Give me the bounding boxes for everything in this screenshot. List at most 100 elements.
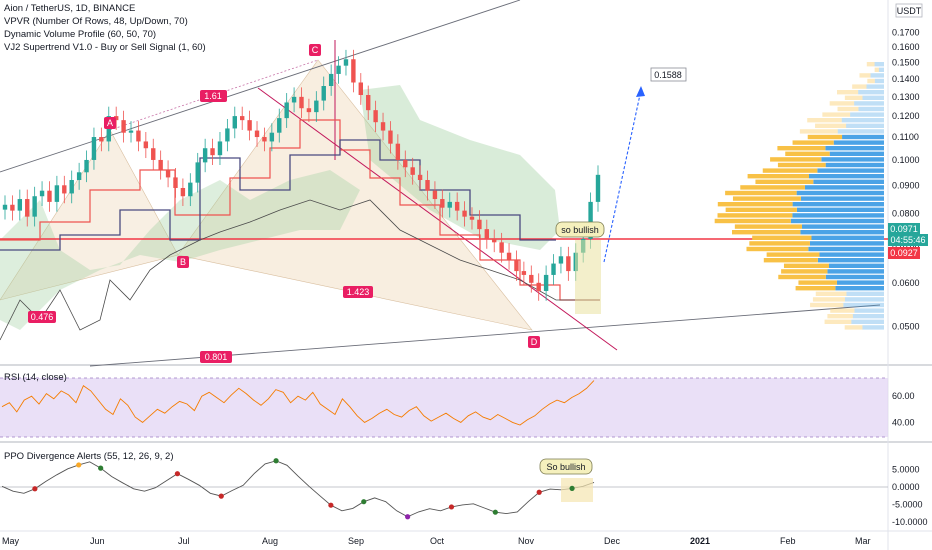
xabcd-pattern-left [0,129,179,301]
price-panel[interactable] [0,0,888,367]
ratio-label-1[interactable]: 1.61 [200,90,227,102]
candle-body [84,159,89,173]
pattern-point-c[interactable]: C [309,44,321,56]
volume-profile [714,62,884,330]
time-axis[interactable]: May Jun Jul Aug Sep Oct Nov Dec 2021 Feb Mar [2,536,871,546]
price-badge-upper[interactable]: 0.0971 [888,223,920,235]
time-tick-label: Jul [178,536,190,546]
ratio-label-4[interactable]: 0.801 [200,351,232,363]
candle-body [343,59,349,66]
ppo-axis: 5.0000 0.0000 -5.0000 -10.0000 [892,465,928,528]
vp-bar-down [866,62,875,67]
projection-arrow[interactable] [603,89,642,263]
candle-body [180,187,186,197]
price-tick-label: 0.1700 [892,27,920,37]
vp-bar-up [796,190,884,196]
vp-bar-up [854,308,884,313]
candle-body [173,177,178,188]
descending-trend-line[interactable] [257,87,618,351]
vp-bar-up [811,235,884,240]
vp-bar-up [828,263,884,268]
candle-body [284,102,289,119]
ppo-dot [569,485,575,491]
rsi-tick-label: 40.00 [892,417,915,427]
vp-bar-down [714,218,791,224]
candle-body [128,130,134,133]
pattern-point-a[interactable]: A [104,117,116,129]
candle-body [69,180,74,194]
vp-bar-down [874,67,879,72]
vp-bar-down [799,129,838,134]
supertrend-line [0,119,600,301]
vp-bar-down [740,185,805,190]
vp-bar-down [732,230,801,235]
ratio-label-3[interactable]: 0.476 [28,311,56,323]
vp-bar-up [843,302,884,308]
candle-body [388,130,393,144]
vp-bar-up [844,297,884,302]
ppo-tick-label: -10.0000 [892,517,928,527]
time-tick-label: Nov [518,536,535,546]
candle-body [477,219,482,230]
legend-indicator-dvp[interactable]: Dynamic Volume Profile (60, 50, 70) [4,29,157,40]
vp-bar-down [785,151,830,156]
vp-bar-down [717,202,793,207]
price-tick-label: 0.1300 [892,92,920,102]
candle-body [165,169,171,178]
pattern-point-b[interactable]: B [177,256,189,268]
green-cloud [360,85,560,250]
candle-body [299,96,304,109]
candle-body [113,116,119,121]
candle-body [195,162,200,183]
candle-body [291,96,297,103]
ppo-dot [328,502,334,508]
vp-bar-up [851,319,884,324]
so-bullish-bubble-main[interactable]: so bullish [555,221,605,238]
candle-body [380,122,386,131]
candle-body [395,143,401,160]
candle-body [10,204,15,211]
ppo-dot [218,493,224,499]
vp-bar-down [815,123,847,128]
legend-ppo[interactable]: PPO Divergence Alerts (55, 12, 26, 9, 2) [4,451,174,462]
rsi-axis: 60.00 40.00 [892,391,915,427]
candle-body [432,190,438,200]
svg-text:USDT: USDT [897,6,922,16]
upper-channel-line[interactable] [0,0,521,173]
legend-symbol[interactable]: Aion / TetherUS, 1D, BINANCE [4,3,136,14]
rsi-panel[interactable] [0,377,888,438]
price-tick-label: 0.1600 [892,42,920,52]
vp-bar-up [841,118,884,123]
vp-bar-up [842,134,884,140]
vp-bar-down [830,308,855,313]
ppo-panel[interactable] [0,458,888,520]
ratio-label-2[interactable]: 1.423 [343,286,373,298]
price-badge-countdown[interactable]: 04:55:46 [888,234,928,246]
svg-text:D: D [531,337,538,347]
vp-bar-up [874,78,884,84]
legend-indicator-supertrend[interactable]: VJ2 Supertrend V1.0 - Buy or Sell Signal… [4,42,206,53]
legend-rsi[interactable]: RSI (14, close) [4,372,67,383]
candle-body [188,182,193,197]
price-tick-label: 0.1100 [892,132,919,142]
price-badge-last[interactable]: 0.0927 [888,247,920,259]
price-axis[interactable]: 0.1700 0.1600 0.1500 0.1400 0.1300 0.1200 0.11… [892,27,920,331]
candle-body [91,137,97,160]
vp-bar-down [807,118,842,123]
time-tick-label: Oct [430,536,445,546]
target-label[interactable]: 0.1588 [650,67,687,82]
ppo-dot [76,462,82,468]
vp-bar-down [807,134,843,140]
legend-indicator-vpvr[interactable]: VPVR (Number Of Rows, 48, Up/Down, 70) [4,16,188,27]
candle-body [417,174,423,181]
candle-body [32,196,37,217]
ppo-dot [492,509,498,515]
candle-body [543,274,549,291]
candle-body [247,120,252,131]
currency-badge[interactable]: USDT [895,3,923,18]
so-bullish-bubble-ppo[interactable]: So bullish [539,458,593,475]
time-tick-label: Mar [855,536,871,546]
price-tick-label: 0.1500 [892,57,920,67]
pattern-point-d[interactable]: D [528,336,540,348]
